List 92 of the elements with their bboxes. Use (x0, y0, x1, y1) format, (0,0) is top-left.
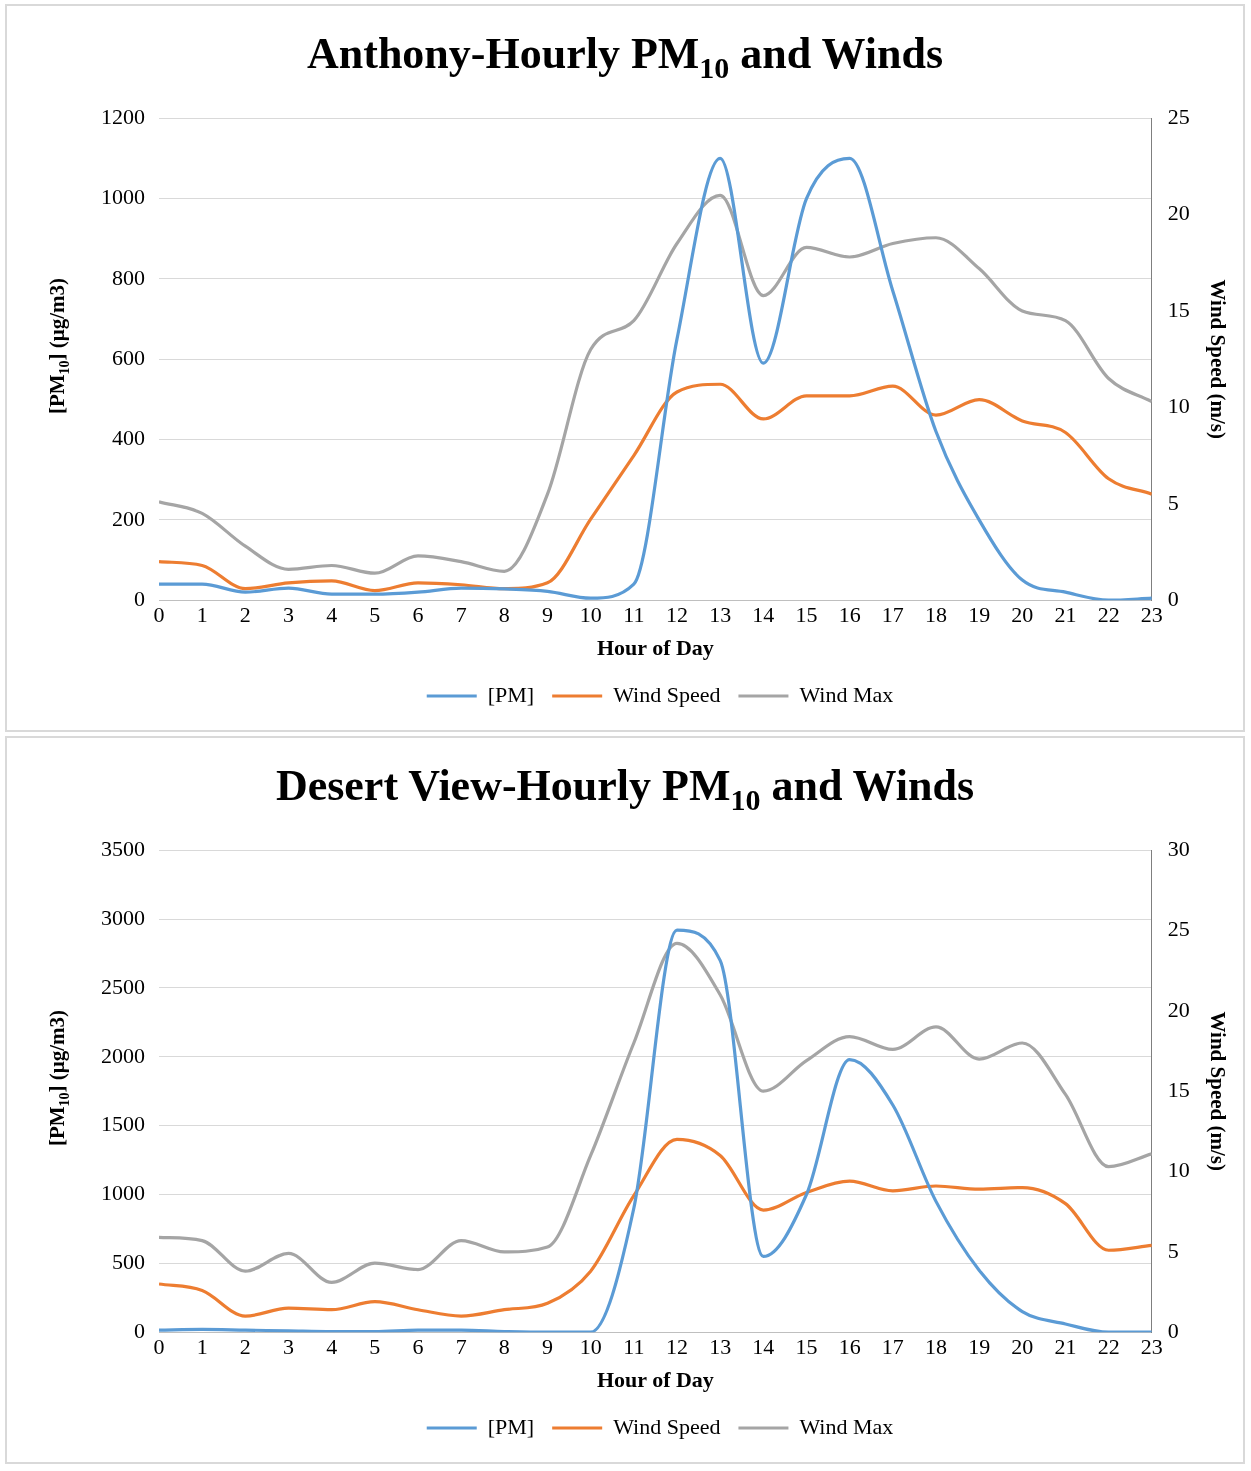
x-tick-label: 13 (709, 1334, 732, 1360)
x-tick-label: 6 (412, 1334, 424, 1360)
y-tick-label: 600 (112, 344, 145, 370)
x-tick-label: 22 (1097, 602, 1120, 628)
y2-tick-label: 0 (1167, 585, 1179, 611)
x-tick-label: 10 (579, 1334, 602, 1360)
y2-tick-label: 5 (1167, 489, 1179, 515)
x-tick-label: 14 (752, 602, 775, 628)
y2-tick-label: 15 (1167, 1076, 1190, 1102)
x-tick-label: 19 (968, 1334, 991, 1360)
line-series (159, 382, 1152, 593)
y2-tick-label: 25 (1167, 916, 1190, 942)
chart-title: Anthony-Hourly PM$_{10}$ and Winds (306, 28, 944, 85)
x-tick-label: 17 (881, 602, 904, 628)
x-tick-label: 0 (153, 602, 165, 628)
x-tick-label: 10 (579, 602, 602, 628)
y-tick-label: 200 (112, 505, 145, 531)
x-tick-label: 21 (1054, 1334, 1077, 1360)
line-series (159, 928, 1152, 1333)
x-tick-label: 15 (795, 1334, 818, 1360)
x-tick-label: 12 (665, 602, 688, 628)
legend-label: Wind Speed (613, 681, 721, 707)
legend-label: Wind Max (799, 1413, 894, 1439)
y-tick-label: 500 (112, 1249, 145, 1275)
y-tick-label: 1000 (101, 184, 145, 210)
x-tick-label: 2 (239, 602, 251, 628)
y2-tick-label: 15 (1167, 296, 1190, 322)
x-tick-label: 19 (968, 602, 991, 628)
x-tick-label: 12 (665, 1334, 688, 1360)
y-tick-label: 1500 (101, 1111, 145, 1137)
y2-tick-label: 30 (1167, 835, 1190, 861)
x-tick-label: 5 (369, 1334, 381, 1360)
x-tick-label: 23 (1140, 1334, 1163, 1360)
y2-axis-title: Wind Speed (m/s) (1205, 1011, 1230, 1171)
y-tick-label: 800 (112, 264, 145, 290)
x-tick-label: 7 (455, 602, 467, 628)
x-tick-label: 1 (196, 1334, 208, 1360)
y-tick-label: 2000 (101, 1042, 145, 1068)
x-axis-title: Hour of Day (596, 1367, 714, 1393)
y2-tick-label: 20 (1167, 200, 1190, 226)
x-tick-label: 8 (498, 1334, 510, 1360)
x-tick-label: 4 (326, 1334, 338, 1360)
x-tick-label: 0 (153, 1334, 165, 1360)
y-tick-label: 3000 (101, 904, 145, 930)
legend-label: Wind Speed (613, 1413, 721, 1439)
y2-tick-label: 25 (1167, 103, 1190, 129)
x-tick-label: 2 (239, 1334, 251, 1360)
x-tick-label: 20 (1011, 1334, 1034, 1360)
x-tick-label: 20 (1011, 602, 1034, 628)
x-tick-label: 9 (541, 602, 553, 628)
y-tick-label: 400 (112, 425, 145, 451)
x-tick-label: 7 (455, 1334, 467, 1360)
x-tick-label: 11 (623, 602, 645, 628)
x-tick-label: 5 (369, 602, 381, 628)
y-tick-label: 2500 (101, 973, 145, 999)
x-tick-label: 14 (752, 1334, 775, 1360)
x-tick-label: 9 (541, 1334, 553, 1360)
x-tick-label: 1 (196, 602, 208, 628)
x-tick-label: 21 (1054, 602, 1077, 628)
x-axis-title: Hour of Day (596, 635, 714, 661)
x-tick-label: 13 (709, 602, 732, 628)
y-tick-label: 1000 (101, 1180, 145, 1206)
x-tick-label: 4 (326, 602, 338, 628)
y2-tick-label: 10 (1167, 1157, 1190, 1183)
y2-axis-title: Wind Speed (m/s) (1205, 279, 1230, 439)
y-tick-label: 0 (134, 585, 145, 611)
x-tick-label: 8 (498, 602, 510, 628)
x-tick-label: 18 (924, 602, 947, 628)
y-tick-label: 0 (134, 1317, 145, 1343)
x-tick-label: 3 (283, 1334, 294, 1360)
x-tick-label: 16 (838, 602, 861, 628)
y-tick-label: 3500 (101, 835, 145, 861)
x-tick-label: 22 (1097, 1334, 1120, 1360)
legend-label: Wind Max (799, 681, 894, 707)
y2-tick-label: 0 (1167, 1317, 1179, 1343)
line-series (159, 1137, 1152, 1318)
x-tick-label: 23 (1140, 602, 1163, 628)
x-tick-label: 17 (881, 1334, 904, 1360)
x-tick-label: 18 (924, 1334, 947, 1360)
y2-tick-label: 10 (1167, 393, 1190, 419)
legend-label: [PM] (487, 1413, 535, 1439)
x-tick-label: 3 (283, 602, 294, 628)
line-series (159, 941, 1152, 1284)
x-tick-label: 16 (838, 1334, 861, 1360)
x-tick-label: 6 (412, 602, 424, 628)
chart-title: Desert View-Hourly PM$_{10}$ and Winds (274, 760, 976, 817)
x-tick-label: 15 (795, 602, 818, 628)
legend-label: [PM] (487, 681, 535, 707)
y2-tick-label: 20 (1167, 996, 1190, 1022)
x-tick-label: 11 (623, 1334, 645, 1360)
y-tick-label: 1200 (101, 103, 145, 129)
y2-tick-label: 5 (1167, 1237, 1179, 1263)
